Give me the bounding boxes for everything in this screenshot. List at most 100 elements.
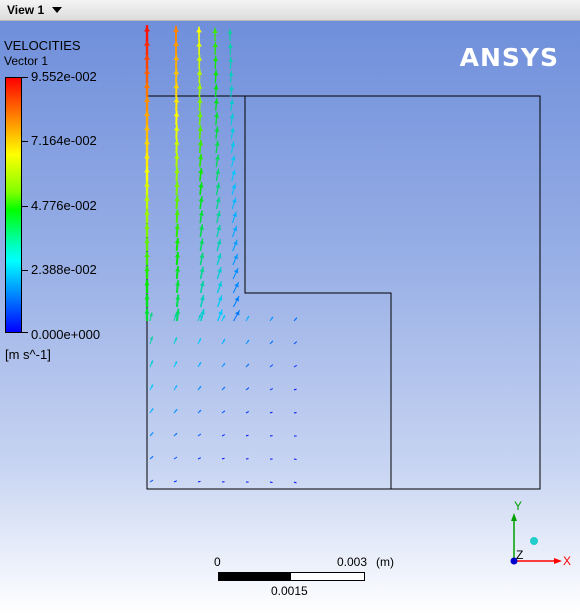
velocity-vector-head [144,26,150,32]
velocity-vector-head [144,196,150,201]
velocity-vector-head [213,71,219,76]
velocity-vector-head [198,338,201,342]
velocity-vector-head [174,196,180,202]
velocity-vector-head [151,456,153,458]
velocity-vector-head [144,68,150,74]
velocity-vector-head [199,239,205,244]
legend-title: VELOCITIES [4,38,81,53]
velocity-vector-head [144,252,150,257]
velocity-vector-head [144,40,150,46]
velocity-vector-head [213,85,219,90]
velocity-vector-head [230,128,235,133]
velocity-vector-head [217,282,223,287]
velocity-vector-head [222,315,225,318]
velocity-vector-head [212,28,218,34]
velocity-vector-head [173,97,180,103]
velocity-vector-head [173,69,180,75]
velocity-vector-head [232,198,237,203]
legend-tick [22,77,28,78]
velocity-vector-head [198,362,201,365]
velocity-vector-head [174,361,177,365]
axis-triad-icon [510,513,562,565]
view-title-bar: View 1 [0,0,580,21]
velocity-vector-head [230,156,236,161]
scale-label-max: 0.003 [337,555,368,569]
velocity-vector [197,433,202,437]
velocity-vector-head [149,336,154,340]
velocity-vector [197,457,202,460]
velocity-vector-head [199,281,205,287]
velocity-vector-head [197,112,203,118]
velocity-vector-head [174,210,180,216]
velocity-vector-head [144,139,150,145]
dropdown-arrow-icon[interactable] [52,7,63,13]
velocity-vector-head [247,364,249,366]
velocity-vector-head [196,70,203,75]
velocity-vector-head [247,340,249,343]
velocity-vector-head [174,253,181,258]
velocity-vector [293,411,297,414]
velocity-vector-head [175,433,177,435]
scale-label-mid: 0.0015 [271,584,308,598]
velocity-vector-head [229,86,234,91]
velocity-vector [269,364,274,368]
velocity-vector-head [232,226,238,232]
velocity-vector [245,387,250,391]
velocity-vector-head [144,309,150,314]
velocity-vector-head [173,41,180,47]
velocity-vector-head [216,225,222,231]
velocity-vector-head [144,224,150,229]
velocity-vector-head [198,314,201,318]
legend-value-1: 2.388e-002 [31,262,97,277]
scale-bar [218,572,365,581]
velocity-vector-head [175,309,181,314]
velocity-vector-head [150,408,153,411]
velocity-vector-head [218,310,223,315]
velocity-vector [245,434,249,437]
velocity-vector-head [233,254,238,260]
axis-label-y: Y [514,499,523,513]
velocity-vector-head [199,410,201,412]
velocity-vector-head [223,363,225,366]
velocity-vector-head [231,170,236,175]
velocity-vector [293,388,297,391]
velocity-vector-head [198,168,204,174]
velocity-vector-head [197,140,204,146]
velocity-vector-head [144,281,150,286]
velocity-vector-head [199,386,201,389]
velocity-vector-head [215,183,221,189]
velocity-vector-head [198,197,204,202]
view-tab-label: View 1 [7,3,45,17]
velocity-vector-head [228,57,234,62]
velocity-vector-head [199,267,205,273]
domain-outline [147,95,541,490]
velocity-vector-head [227,43,233,48]
velocity-vector-head [234,282,239,288]
velocity-vector-head [212,42,218,48]
velocity-vector [269,387,273,391]
velocity-vector-head [230,142,236,147]
scale-label-zero: 0 [214,555,221,569]
velocity-vector-head [215,197,221,203]
velocity-vector-head [144,153,150,159]
velocity-vector-head [174,267,181,272]
scale-bar-fill [219,573,291,580]
velocity-vector-head [214,113,220,118]
view-selector-tab[interactable]: View 1 [0,0,68,21]
velocity-vector-head [235,310,240,316]
velocity-vector-head [270,317,273,320]
velocity-vector [269,481,273,484]
velocity-vector-head [196,56,203,61]
velocity-vector-head [196,27,202,33]
velocity-vector-head [174,168,180,173]
axis-triad[interactable]: Y Z X [500,499,580,569]
velocity-vector-head [144,210,150,215]
velocity-vector [293,481,297,484]
velocity-vector-head [174,337,178,341]
legend-units: [m s^-1] [5,347,51,362]
velocity-vector-head [229,100,235,105]
3d-viewport[interactable]: ANSYS VELOCITIES Vector 1 9.552e-002 7.1… [0,21,580,614]
velocity-vector-head [144,266,150,272]
ansys-logo: ANSYS [459,43,559,72]
legend-tick [22,206,28,207]
